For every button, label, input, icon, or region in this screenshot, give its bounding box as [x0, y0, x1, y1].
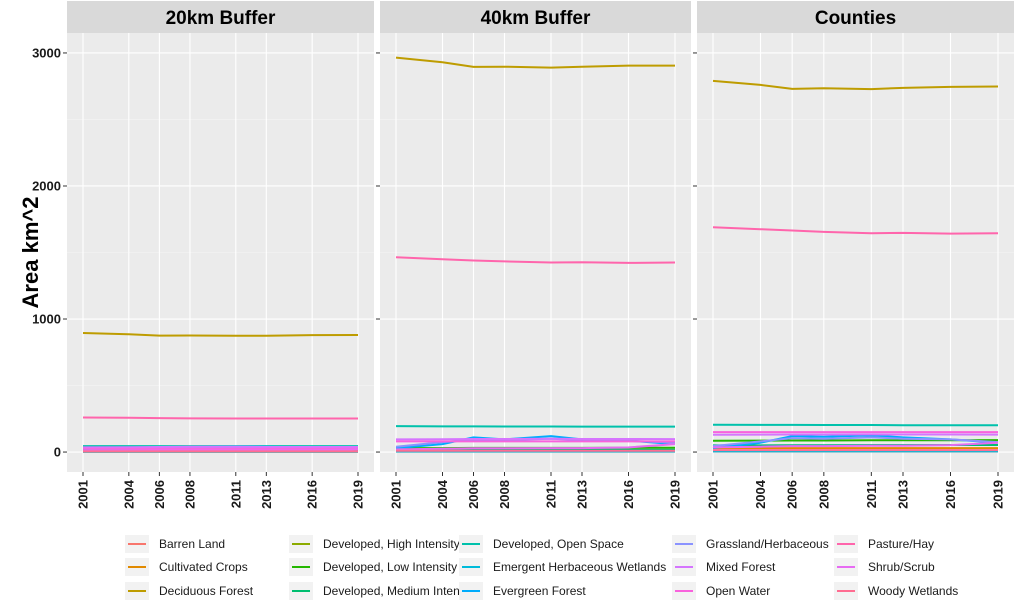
facet-panel: 20km Buffer 2001 2004 2006 2008 2011 2013 2016 2…: [63, 1, 374, 509]
x-tick-label: 2011: [864, 480, 879, 508]
legend-label: Open Water: [706, 584, 770, 598]
series-line-developed-open-space: [395, 425, 675, 428]
legend-label: Shrub/Scrub: [868, 560, 935, 574]
legend-item: Open Water: [672, 582, 770, 600]
facet-title: 40km Buffer: [481, 8, 591, 29]
x-tick-label: 2019: [668, 480, 683, 509]
x-tick-label: 2004: [435, 479, 450, 509]
x-tick-label: 2016: [943, 480, 958, 509]
legend-label: Deciduous Forest: [159, 584, 254, 598]
legend-item: Pasture/Hay: [834, 535, 934, 553]
x-tick-label: 2019: [351, 480, 366, 509]
facet-strip: [380, 1, 691, 33]
x-tick-label: 2011: [544, 480, 559, 508]
x-tick-label: 2008: [816, 480, 831, 509]
y-tick-label: 0: [54, 445, 61, 460]
legend-item: Cultivated Crops: [125, 558, 248, 576]
legend-label: Barren Land: [159, 537, 225, 551]
series-line-deciduous-forest: [395, 56, 675, 69]
legend-label: Woody Wetlands: [868, 584, 958, 598]
legend-label: Evergreen Forest: [493, 584, 586, 598]
x-tick-label: 2004: [121, 479, 136, 509]
y-tick-label: 1000: [32, 312, 61, 327]
facet-panel: Counties 2001 2004 2006 2008 2011 2013 2016 2019: [693, 1, 1014, 509]
x-tick-label: 2011: [228, 480, 243, 508]
legend-label: Pasture/Hay: [868, 537, 934, 551]
series-line-shrub-scrub: [395, 443, 676, 451]
facet-title: 20km Buffer: [166, 8, 276, 29]
legend-item: Evergreen Forest: [459, 582, 586, 600]
legend-item: Developed, Medium Intensity: [289, 582, 478, 600]
x-tick-label: 2016: [305, 480, 320, 509]
legend-label: Developed, Open Space: [493, 537, 624, 551]
legend-item: Developed, High Intensity: [289, 535, 460, 553]
series-line-mixed-forest: [395, 437, 676, 441]
x-tick-label: 2001: [389, 480, 404, 509]
x-tick-label: 2016: [621, 480, 636, 509]
x-tick-label: 2001: [76, 480, 91, 509]
legend-item: Developed, Low Intensity: [289, 558, 457, 576]
facet-strip: [67, 1, 374, 33]
legend-item: Emergent Herbaceous Wetlands: [459, 558, 666, 576]
facet-panel: 40km Buffer 2001 2004 2006 2008 2011 2013 2016 2…: [376, 1, 691, 509]
series-line-pasture-hay: [82, 416, 358, 420]
legend-label: Developed, Medium Intensity: [323, 584, 478, 598]
y-tick-label: 2000: [32, 178, 61, 193]
legend-label: Developed, Low Intensity: [323, 560, 457, 574]
legend-item: Shrub/Scrub: [834, 558, 935, 576]
series-line-pasture-hay: [395, 256, 676, 264]
x-tick-label: 2006: [466, 480, 481, 509]
legend-label: Emergent Herbaceous Wetlands: [493, 560, 666, 574]
legend-label: Grassland/Herbaceous: [706, 537, 829, 551]
x-tick-label: 2006: [152, 480, 167, 509]
series-line-deciduous-forest: [82, 332, 359, 337]
y-tick-label: 3000: [32, 45, 61, 60]
legend-label: Developed, High Intensity: [323, 537, 460, 551]
x-tick-label: 2001: [706, 480, 721, 509]
legend-item: Deciduous Forest: [125, 582, 254, 600]
series-line-shrub-scrub: [712, 441, 999, 449]
legend-label: Cultivated Crops: [159, 560, 248, 574]
legend-label: Mixed Forest: [706, 560, 776, 574]
series-line-deciduous-forest: [712, 79, 999, 91]
x-tick-label: 2004: [753, 479, 768, 509]
legend-item: Mixed Forest: [672, 558, 776, 576]
legend-item: Woody Wetlands: [834, 582, 958, 600]
legend: Barren Land Cultivated Crops Deciduous For…: [125, 535, 958, 600]
legend-item: Developed, Open Space: [459, 535, 624, 553]
x-tick-label: 2013: [575, 480, 590, 509]
series-line-pasture-hay: [712, 226, 999, 235]
x-tick-label: 2013: [896, 480, 911, 509]
legend-item: Grassland/Herbaceous: [672, 535, 829, 553]
x-tick-label: 2019: [991, 480, 1006, 509]
facet-title: Counties: [815, 8, 896, 29]
x-tick-label: 2013: [259, 480, 274, 509]
x-tick-label: 2008: [182, 480, 197, 509]
y-axis-title: Area km^2: [18, 197, 43, 309]
x-tick-label: 2006: [785, 480, 800, 509]
facet-strip: [697, 1, 1014, 33]
x-tick-label: 2008: [497, 480, 512, 509]
series-line-mixed-forest: [82, 445, 358, 449]
legend-item: Barren Land: [125, 535, 225, 553]
series-line-grassland-herbaceous: [712, 436, 999, 448]
